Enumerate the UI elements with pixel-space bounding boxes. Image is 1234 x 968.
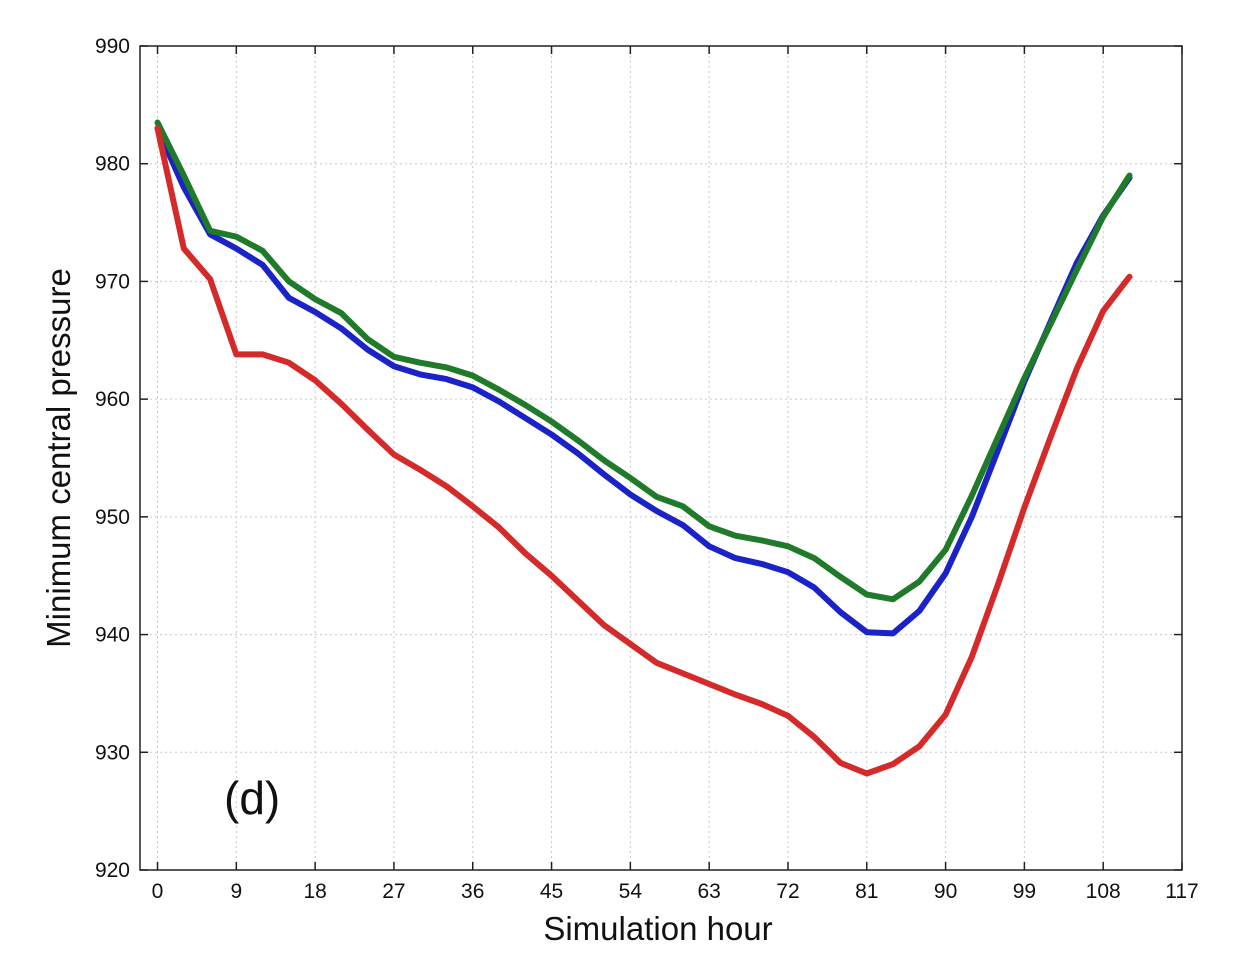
y-axis-label: Minimum central pressure [40, 268, 77, 648]
series-line-1 [154, 119, 1133, 603]
x-tick-label: 45 [540, 880, 563, 903]
panel-label: (d) [224, 772, 280, 824]
series-line-0 [154, 125, 1133, 637]
x-tick-label: 63 [697, 880, 720, 903]
series-lines [154, 119, 1133, 777]
y-tick-label: 970 [95, 270, 130, 293]
y-tick-label: 980 [95, 153, 130, 176]
y-tick-label: 920 [95, 859, 130, 882]
y-tick-label: 950 [95, 506, 130, 529]
x-axis-label: Simulation hour [543, 910, 772, 947]
x-tick-label: 36 [461, 880, 484, 903]
axis-ticks: 0 9 18 27 36 45 54 63 72 81 90 99 108 117 920 930 940 950… [95, 35, 1199, 903]
x-tick-label: 108 [1086, 880, 1121, 903]
x-tick-label: 117 [1165, 880, 1198, 903]
x-tick-label: 0 [152, 880, 164, 903]
plot-area-background [140, 46, 1182, 870]
series-line-2 [154, 125, 1133, 777]
x-tick-label: 27 [382, 880, 405, 903]
y-tick-label: 930 [95, 741, 130, 764]
x-tick-label: 9 [230, 880, 242, 903]
x-tick-label: 90 [934, 880, 957, 903]
plot-frame [139, 45, 1183, 871]
x-tick-label: 81 [855, 880, 878, 903]
y-tick-label: 960 [95, 388, 130, 411]
x-tick-label: 72 [776, 880, 799, 903]
x-tick-label: 54 [619, 880, 643, 903]
x-tick-label: 18 [303, 880, 326, 903]
y-tick-label: 940 [95, 624, 130, 647]
x-tick-label: 99 [1013, 880, 1036, 903]
y-tick-label: 990 [95, 35, 130, 58]
